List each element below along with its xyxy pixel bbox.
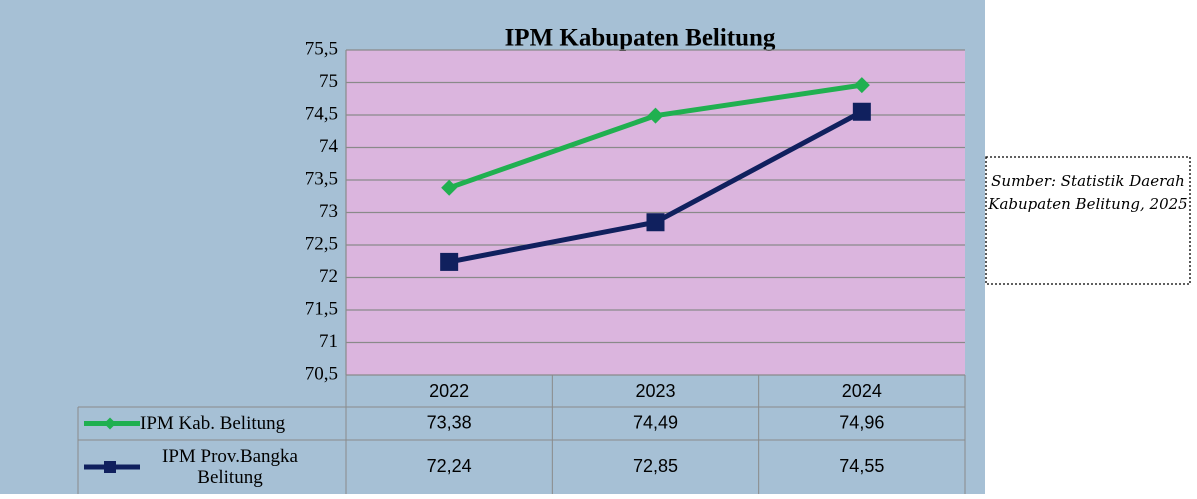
y-tick-label: 70,5 xyxy=(305,363,338,384)
annotation-holder: Sumber: Statistik Daerah Kabupaten Belit… xyxy=(988,172,1188,213)
marker xyxy=(646,213,665,232)
y-tick-label: 75,5 xyxy=(305,38,338,59)
y-tick-label: 73,5 xyxy=(305,168,338,189)
x-tick-label: 2022 xyxy=(429,381,469,401)
y-tick-label: 75 xyxy=(319,71,338,92)
annotation: Sumber: Statistik Daerah Kabupaten Belit… xyxy=(988,172,1188,213)
y-tick-label: 74,5 xyxy=(305,103,338,124)
table-value: 73,38 xyxy=(427,412,472,432)
y-tick-label: 72,5 xyxy=(305,233,338,254)
y-tick-label: 71,5 xyxy=(305,298,338,319)
marker xyxy=(441,179,458,196)
marker xyxy=(852,102,871,121)
marker xyxy=(647,107,664,124)
legend-holder: IPM Kab. Belitung xyxy=(140,413,286,434)
marker xyxy=(440,252,459,271)
legend-label: IPM Kab. Belitung xyxy=(140,413,286,434)
table-value: 74,55 xyxy=(839,456,884,476)
table-value: 74,96 xyxy=(839,412,884,432)
x-tick-label: 2023 xyxy=(635,381,675,401)
marker xyxy=(853,77,870,94)
y-tick-label: 74 xyxy=(319,136,339,157)
legend-label: IPM Prov.Bangka Belitung xyxy=(162,446,298,488)
table-value: 72,24 xyxy=(427,456,472,476)
y-tick-label: 72 xyxy=(319,266,338,287)
table-value: 74,49 xyxy=(633,412,678,432)
y-tick-label: 73 xyxy=(319,201,338,222)
y-tick-label: 71 xyxy=(319,331,338,352)
legend-holder: IPM Prov.Bangka Belitung xyxy=(162,446,298,488)
annotation-box xyxy=(985,156,1191,285)
legend-marker xyxy=(104,461,116,473)
table-value: 72,85 xyxy=(633,456,678,476)
x-tick-label: 2024 xyxy=(842,381,882,401)
legend-marker xyxy=(104,417,116,430)
chart-title: IPM Kabupaten Belitung xyxy=(505,25,776,52)
